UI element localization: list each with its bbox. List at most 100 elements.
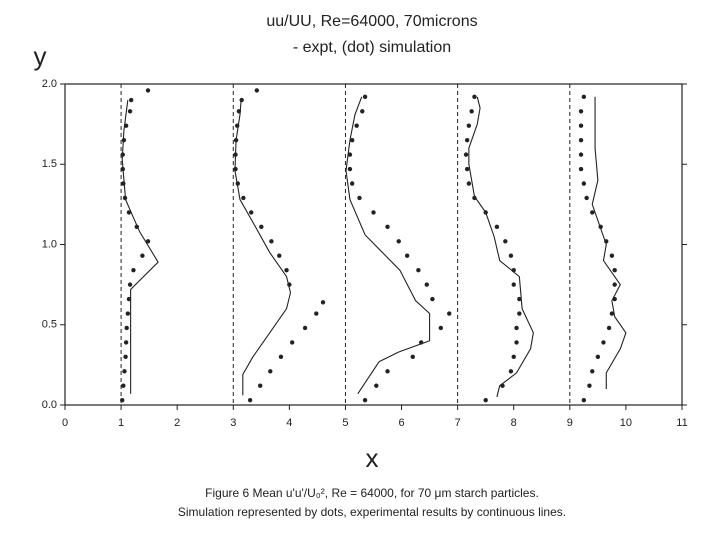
- sim-dot: [517, 311, 522, 316]
- sim-dot: [581, 94, 587, 100]
- sim-dot: [508, 253, 514, 258]
- sim-dot: [121, 137, 127, 143]
- sim-dot: [418, 340, 424, 345]
- sim-dot: [121, 181, 126, 186]
- sim-dot: [612, 267, 617, 273]
- sim-dot: [404, 253, 410, 258]
- sim-dot: [362, 94, 368, 100]
- sim-dot: [385, 224, 390, 230]
- sim-dot: [601, 340, 606, 345]
- sim-dot: [472, 94, 477, 100]
- sim-dot: [123, 354, 128, 360]
- sim-dot: [357, 195, 362, 201]
- sim-dot: [259, 224, 264, 230]
- sim-dot: [347, 152, 353, 157]
- plot-frame: [64, 83, 683, 406]
- sim-dot: [581, 181, 587, 186]
- sim-dot: [120, 152, 125, 157]
- sim-dot: [581, 397, 587, 403]
- x-tick-label: 9: [567, 417, 573, 429]
- x-axis-label: x: [366, 443, 379, 473]
- sim-dot: [128, 97, 134, 103]
- sim-dot: [127, 282, 133, 287]
- sim-dot: [578, 123, 584, 128]
- sim-dot: [126, 296, 132, 302]
- sim-dot: [604, 239, 609, 244]
- sim-dot: [447, 311, 452, 316]
- sim-dot: [503, 239, 508, 244]
- caption: Figure 6 Mean u'u'/U₀², Re = 64000, for …: [205, 486, 539, 500]
- sim-dot: [269, 239, 274, 244]
- sim-dot: [514, 340, 519, 345]
- sim-dot: [123, 340, 129, 345]
- sim-dot: [609, 311, 615, 316]
- sim-dot: [612, 282, 617, 287]
- sim-dot: [233, 166, 238, 172]
- sim-dot: [371, 210, 376, 215]
- sim-dot: [140, 253, 145, 258]
- sim-dot: [578, 152, 584, 157]
- y-tick-label: 1.5: [42, 158, 57, 170]
- chart-title: uu/UU, Re=64000, 70microns: [266, 13, 477, 30]
- sim-dot: [134, 224, 139, 230]
- sim-dot: [234, 123, 240, 128]
- sim-dot: [514, 325, 519, 331]
- sim-dot: [463, 152, 469, 157]
- expt-line: [121, 99, 159, 394]
- sim-dot: [511, 267, 516, 273]
- y-tick-label: 0.5: [42, 319, 57, 331]
- sim-dot: [464, 166, 470, 172]
- sim-dot: [120, 397, 125, 403]
- sim-dot: [494, 224, 500, 230]
- sim-dot: [349, 137, 355, 143]
- sim-dot: [278, 354, 284, 360]
- sim-dot: [131, 267, 136, 273]
- x-tick-label: 0: [62, 417, 68, 429]
- sim-dot: [464, 137, 470, 143]
- x-tick-label: 10: [620, 417, 632, 429]
- sim-dot: [239, 97, 244, 103]
- sim-dot: [241, 195, 246, 201]
- sim-dot: [277, 253, 282, 258]
- sim-dot: [416, 267, 421, 273]
- sim-dot: [254, 88, 260, 93]
- sim-dot: [578, 109, 584, 114]
- sim-dot: [590, 369, 595, 374]
- sim-dot: [590, 210, 595, 215]
- sim-dot: [122, 369, 127, 374]
- sim-dot: [120, 166, 125, 172]
- sim-dot: [235, 181, 240, 186]
- x-tick-label: 3: [230, 417, 236, 429]
- sim-dot: [233, 137, 239, 143]
- x-tick-label: 8: [511, 417, 517, 429]
- sim-dot: [362, 397, 368, 403]
- sim-dot: [249, 210, 254, 215]
- sim-dot: [517, 296, 522, 302]
- expt-line: [591, 96, 627, 389]
- x-tick-label: 1: [118, 417, 124, 429]
- sim-dot: [612, 296, 617, 302]
- sim-dot: [126, 210, 132, 215]
- sim-dot: [584, 195, 589, 201]
- sim-dot: [314, 311, 319, 316]
- sim-dot: [466, 123, 472, 128]
- chart-subtitle: - expt, (dot) simulation: [293, 39, 451, 56]
- sim-dot: [385, 369, 390, 374]
- sim-dot: [396, 239, 401, 244]
- sim-dot: [469, 109, 474, 114]
- x-tick-label: 5: [342, 417, 348, 429]
- sim-dot: [122, 195, 128, 201]
- sim-dot: [127, 109, 133, 114]
- sim-dot: [466, 181, 472, 186]
- expt-line: [468, 96, 534, 398]
- expt-line: [234, 100, 292, 396]
- sim-dot: [354, 123, 359, 128]
- sim-dot: [472, 195, 477, 201]
- sim-dot: [360, 109, 365, 114]
- sim-dot: [578, 137, 584, 143]
- y-tick-label: 2.0: [42, 78, 57, 90]
- y-axis-label: y: [34, 41, 47, 71]
- sim-dot: [508, 369, 514, 374]
- x-tick-label: 4: [286, 417, 292, 429]
